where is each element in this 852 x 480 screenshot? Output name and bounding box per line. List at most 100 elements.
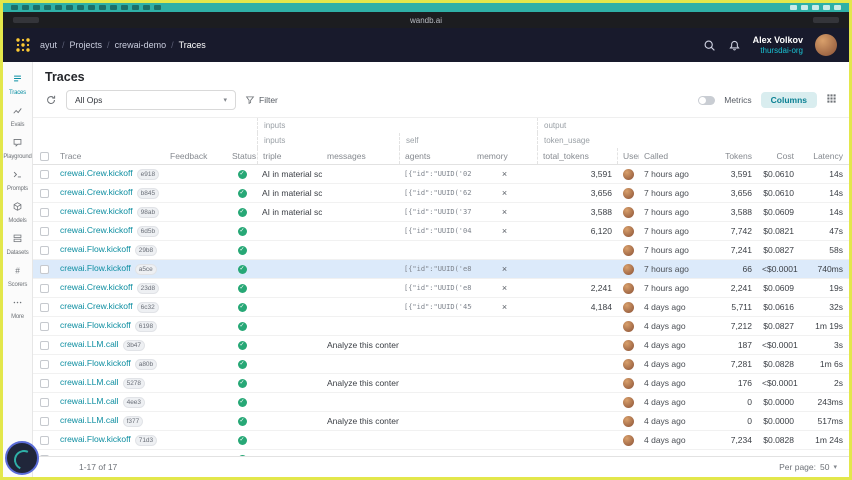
table-row[interactable]: crewai.Crew.kickoff 6d5b ✓ [{"id":"UUID('04… <box>33 222 849 241</box>
os-status-icon[interactable] <box>823 5 830 10</box>
row-checkbox[interactable] <box>39 169 49 179</box>
ops-selector[interactable]: All Ops ▾ <box>66 90 236 110</box>
trace-link[interactable]: crewai.Crew.kickoff <box>60 187 133 197</box>
trace-link[interactable]: crewai.Crew.kickoff <box>60 301 133 311</box>
os-tray-icon[interactable] <box>99 5 106 10</box>
wandb-logo-icon[interactable] <box>15 37 31 53</box>
os-tray-icon[interactable] <box>88 5 95 10</box>
row-checkbox[interactable] <box>39 397 49 407</box>
os-status-icon[interactable] <box>801 5 808 10</box>
trace-link[interactable]: crewai.Flow.kickoff <box>60 244 131 254</box>
os-tray-icon[interactable] <box>143 5 150 10</box>
breadcrumb-item[interactable]: Traces <box>178 40 206 50</box>
sidebar-item-models[interactable]: Models <box>3 195 32 227</box>
os-status-icon[interactable] <box>834 5 841 10</box>
table-row[interactable]: crewai.Crew.kickoff ✓ <box>33 450 849 456</box>
trace-link[interactable]: crewai.Crew.kickoff <box>60 206 133 216</box>
row-checkbox[interactable] <box>39 245 49 255</box>
browser-right-controls[interactable] <box>813 17 839 23</box>
sidebar-item-scorers[interactable]: # Scorers <box>3 259 32 291</box>
trace-link[interactable]: crewai.Flow.kickoff <box>60 434 131 444</box>
col-header-latency[interactable]: Latency <box>813 151 843 161</box>
os-tray-icon[interactable] <box>121 5 128 10</box>
sidebar-item-datasets[interactable]: Datasets <box>3 227 32 259</box>
table-row[interactable]: crewai.Flow.kickoff 71d3 ✓ 4 days ago 7,234 $… <box>33 431 849 450</box>
table-row[interactable]: crewai.Flow.kickoff 6198 ✓ 4 days ago 7,212 $… <box>33 317 849 336</box>
os-tray-icon[interactable] <box>154 5 161 10</box>
col-header-called[interactable]: Called <box>644 151 669 161</box>
trace-link[interactable]: crewai.Crew.kickoff <box>60 168 133 178</box>
table-row[interactable]: crewai.Flow.kickoff 29b8 ✓ 7 hours ago 7,241… <box>33 241 849 260</box>
os-tray-icon[interactable] <box>55 5 62 10</box>
col-header-status[interactable]: Status <box>232 151 257 161</box>
row-checkbox[interactable] <box>39 207 49 217</box>
select-all-checkbox[interactable] <box>39 151 49 161</box>
table-row[interactable]: crewai.Crew.kickoff e918 ✓ AI in material s… <box>33 165 849 184</box>
trace-link[interactable]: crewai.LLM.call <box>60 339 119 349</box>
table-row[interactable]: crewai.Crew.kickoff 6c32 ✓ [{"id":"UUID('45… <box>33 298 849 317</box>
os-status-icon[interactable] <box>790 5 797 10</box>
os-tray-icon[interactable] <box>11 5 18 10</box>
row-checkbox[interactable] <box>39 378 49 388</box>
row-checkbox[interactable] <box>39 283 49 293</box>
grid-view-icon[interactable] <box>826 91 837 109</box>
breadcrumb-item[interactable]: Projects <box>69 40 103 50</box>
trace-link[interactable]: crewai.Flow.kickoff <box>60 358 131 368</box>
row-checkbox[interactable] <box>39 416 49 426</box>
col-header-triple[interactable]: triple <box>257 148 322 164</box>
trace-link[interactable]: crewai.LLM.call <box>60 377 119 387</box>
bell-icon[interactable] <box>728 39 741 52</box>
os-tray-icon[interactable] <box>132 5 139 10</box>
table-row[interactable]: crewai.Crew.kickoff 23d8 ✓ [{"id":"UUID('e8… <box>33 279 849 298</box>
sidebar-item-traces[interactable]: Traces <box>3 67 32 99</box>
table-row[interactable]: crewai.Flow.kickoff a80b ✓ 4 days ago 7,281 $… <box>33 355 849 374</box>
col-header-trace[interactable]: Trace <box>60 151 82 161</box>
browser-left-controls[interactable] <box>13 17 39 23</box>
col-header-total-tokens[interactable]: total_tokens <box>537 148 617 164</box>
row-checkbox[interactable] <box>39 359 49 369</box>
col-header-cost[interactable]: Cost <box>776 151 794 161</box>
os-tray-icon[interactable] <box>33 5 40 10</box>
row-checkbox[interactable] <box>39 264 49 274</box>
row-checkbox[interactable] <box>39 435 49 445</box>
os-tray-icon[interactable] <box>77 5 84 10</box>
table-row[interactable]: crewai.Crew.kickoff 98ab ✓ AI in material s… <box>33 203 849 222</box>
trace-link[interactable]: crewai.Flow.kickoff <box>60 320 131 330</box>
os-tray-icon[interactable] <box>22 5 29 10</box>
per-page-select[interactable]: Per page: 50 ▾ <box>779 462 837 472</box>
col-header-feedback[interactable]: Feedback <box>170 151 208 161</box>
trace-link[interactable]: crewai.Crew.kickoff <box>60 282 133 292</box>
refresh-button[interactable] <box>45 94 57 106</box>
trace-link[interactable]: crewai.LLM.call <box>60 415 119 425</box>
os-tray-icon[interactable] <box>66 5 73 10</box>
trace-link[interactable]: crewai.Crew.kickoff <box>60 225 133 235</box>
sidebar-item-evals[interactable]: Evals <box>3 99 32 131</box>
row-checkbox[interactable] <box>39 321 49 331</box>
os-tray-icon[interactable] <box>110 5 117 10</box>
trace-link[interactable]: crewai.Crew.kickoff <box>60 454 133 456</box>
search-icon[interactable] <box>703 39 716 52</box>
col-header-agents[interactable]: agents <box>399 148 472 164</box>
col-header-messages[interactable]: messages <box>327 151 366 161</box>
row-checkbox[interactable] <box>39 454 49 456</box>
col-header-user[interactable]: User <box>617 148 639 164</box>
col-header-tokens[interactable]: Tokens <box>725 151 752 161</box>
row-checkbox[interactable] <box>39 226 49 236</box>
row-checkbox[interactable] <box>39 302 49 312</box>
columns-button[interactable]: Columns <box>760 92 817 108</box>
breadcrumb-item[interactable]: ayut <box>40 40 58 50</box>
os-status-icon[interactable] <box>812 5 819 10</box>
user-avatar[interactable] <box>815 34 837 56</box>
row-checkbox[interactable] <box>39 188 49 198</box>
metrics-toggle[interactable] <box>698 95 716 105</box>
sidebar-item-prompts[interactable]: Prompts <box>3 163 32 195</box>
table-row[interactable]: crewai.Crew.kickoff b845 ✓ AI in material s… <box>33 184 849 203</box>
trace-link[interactable]: crewai.Flow.kickoff <box>60 263 131 273</box>
row-checkbox[interactable] <box>39 340 49 350</box>
trace-link[interactable]: crewai.LLM.call <box>60 396 119 406</box>
col-header-memory[interactable]: memory <box>477 151 508 161</box>
sidebar-item-more[interactable]: More <box>3 291 32 323</box>
table-row[interactable]: crewai.Flow.kickoff a5ce ✓ [{"id":"UUID('e8… <box>33 260 849 279</box>
